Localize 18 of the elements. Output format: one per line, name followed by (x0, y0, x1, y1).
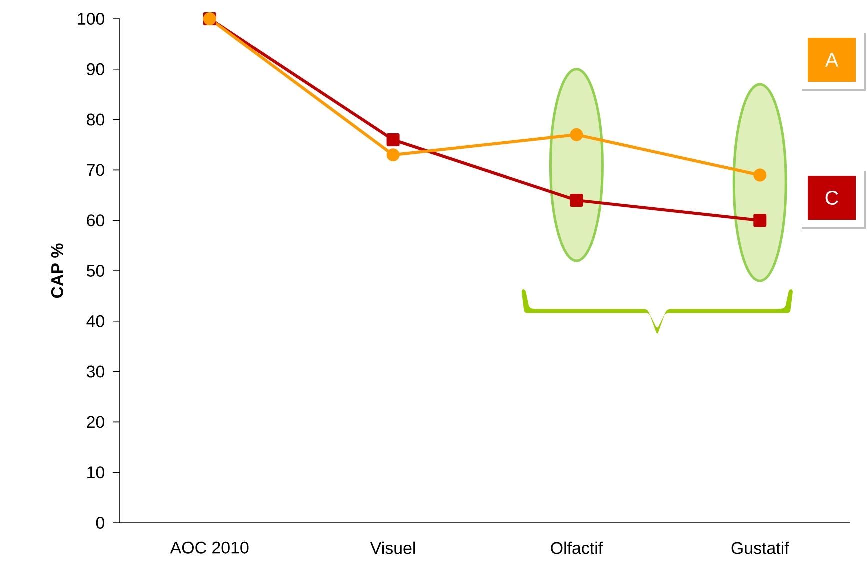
y-tick-label: 100 (78, 12, 104, 25)
x-tick-label: AOC 2010 (170, 542, 249, 554)
y-tick-label: 20 (87, 416, 104, 428)
text: A (825, 53, 839, 67)
x-tick-label: Visuel (370, 542, 416, 554)
x-tick-label: Olfactif (551, 542, 604, 554)
y-tick-label: 80 (87, 114, 104, 126)
y-tick-label: 50 (86, 265, 104, 277)
y-tick-label: 10 (88, 466, 104, 479)
y-tick-label: 0 (96, 517, 105, 529)
y-tick-label: 60 (87, 214, 104, 227)
y-axis-title: CAP % (51, 244, 64, 298)
y-tick-label: 90 (87, 63, 104, 76)
text: C (826, 190, 838, 206)
y-tick-label: 30 (86, 366, 104, 378)
x-tick-label: Gustatif (732, 542, 790, 554)
y-tick-label: 40 (86, 315, 104, 328)
y-tick-label: 70 (87, 164, 104, 176)
